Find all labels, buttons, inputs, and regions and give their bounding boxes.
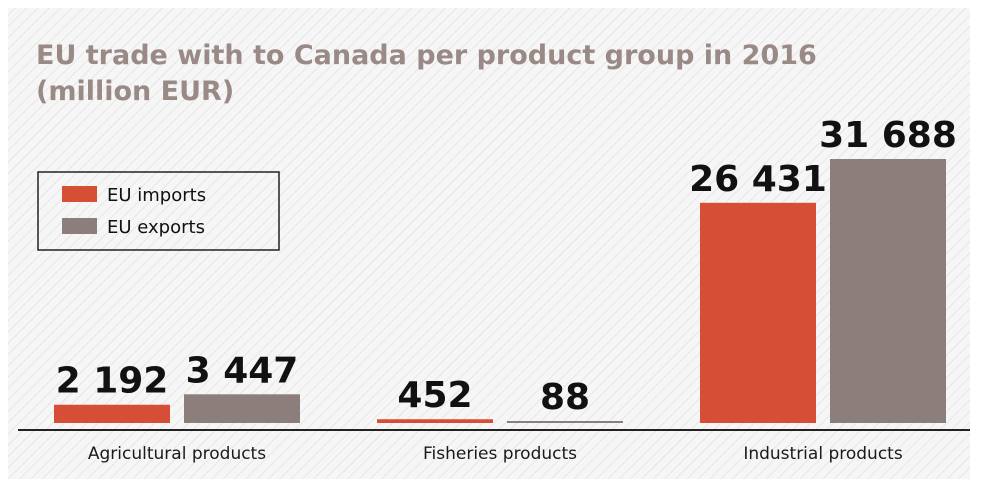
bar-exports-0 bbox=[184, 394, 300, 423]
legend: EU imports EU exports bbox=[37, 171, 280, 251]
value-label-exports-0: 3 447 bbox=[186, 350, 299, 391]
value-label-imports-1: 452 bbox=[397, 375, 472, 416]
chart-title-line-1: EU trade with to Canada per product grou… bbox=[36, 40, 817, 71]
legend-label-imports: EU imports bbox=[107, 185, 206, 206]
bar-imports-0 bbox=[54, 404, 170, 423]
value-label-exports-1: 88 bbox=[540, 377, 590, 418]
legend-swatch-exports bbox=[62, 218, 97, 234]
value-label-exports-2: 31 688 bbox=[819, 115, 957, 156]
category-label-0: Agricultural products bbox=[88, 444, 266, 464]
bar-imports-1 bbox=[377, 419, 493, 423]
value-label-imports-0: 2 192 bbox=[56, 361, 169, 402]
category-label-2: Industrial products bbox=[743, 444, 903, 464]
bars-layer bbox=[54, 159, 946, 423]
chart-title-line-2: (million EUR) bbox=[36, 76, 234, 107]
bar-imports-2 bbox=[700, 202, 816, 423]
legend-box bbox=[37, 171, 280, 251]
value-label-imports-2: 26 431 bbox=[689, 159, 827, 200]
legend-swatch-imports bbox=[62, 186, 97, 202]
legend-label-exports: EU exports bbox=[107, 217, 205, 238]
category-label-1: Fisheries products bbox=[423, 444, 577, 464]
bar-exports-2 bbox=[830, 159, 946, 423]
category-labels-layer: Agricultural products Fisheries products I… bbox=[88, 444, 903, 464]
bar-exports-1 bbox=[507, 421, 623, 423]
